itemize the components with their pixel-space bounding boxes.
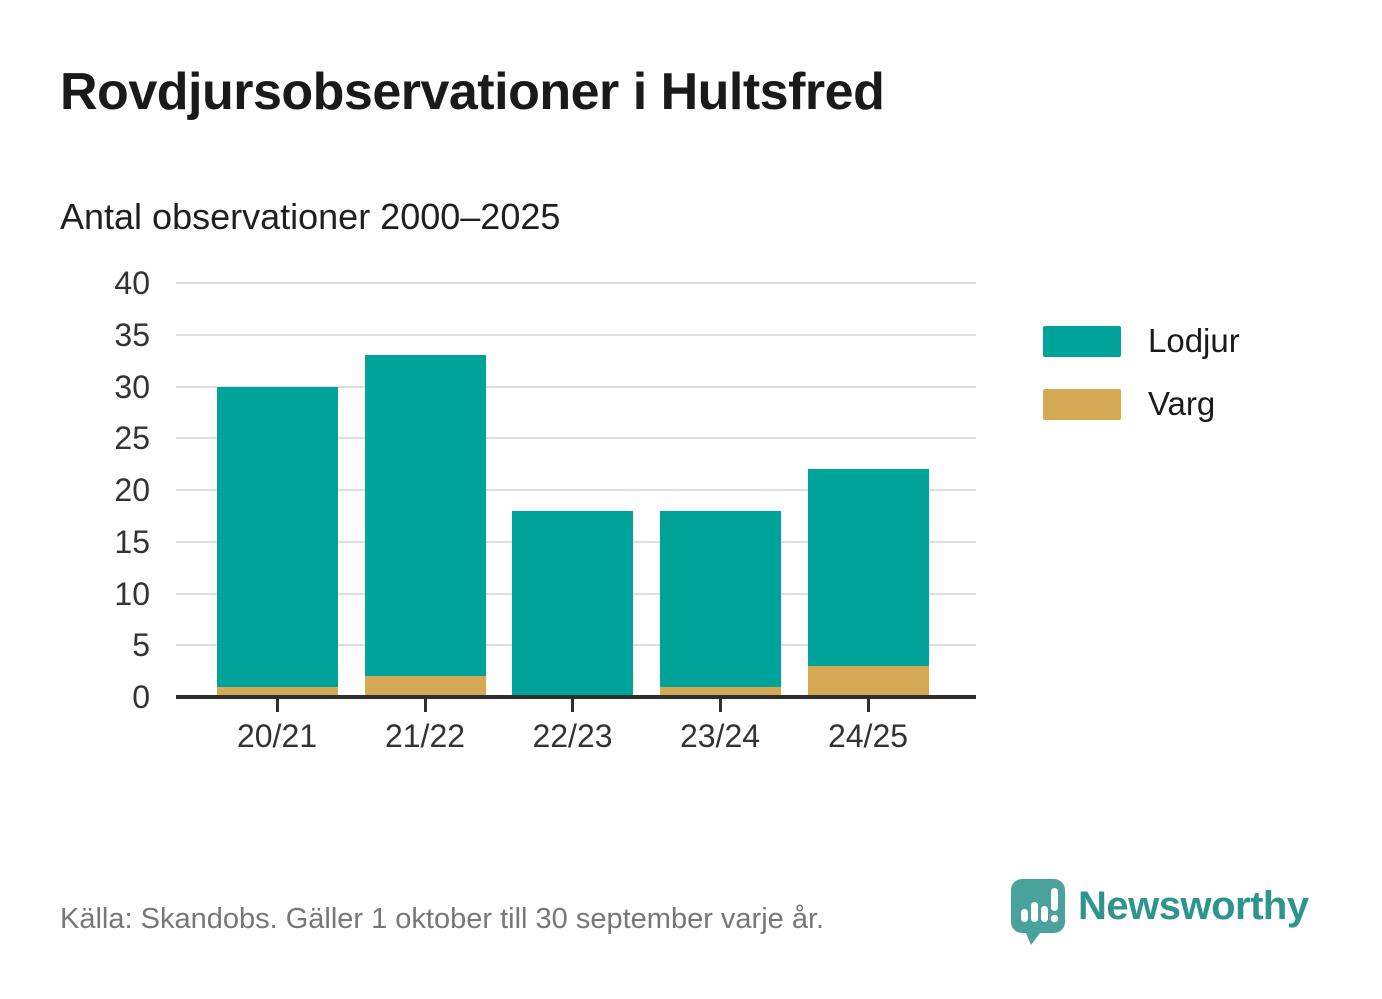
legend-swatch-varg	[1043, 388, 1121, 420]
bar-21-22-lodjur	[364, 355, 486, 677]
y-axis-label-20: 20	[114, 472, 150, 508]
legend-label-varg: Varg	[1148, 385, 1216, 422]
x-axis-label-21-22: 21/22	[384, 718, 466, 754]
bar-23-24-varg	[659, 686, 781, 697]
bar-24-25-lodjur	[807, 469, 929, 666]
legend-item-lodjur: Lodjur	[1043, 322, 1240, 360]
bar-23-24-lodjur	[659, 510, 781, 687]
bar-21-22-varg	[364, 676, 486, 697]
x-tick-21-22	[423, 699, 427, 712]
gridline-35	[176, 333, 976, 336]
y-axis-label-35: 35	[114, 316, 150, 353]
chart-subtitle: Antal observationer 2000–2025	[60, 196, 561, 237]
newsworthy-wordmark: Newsworthy	[1078, 884, 1309, 928]
x-tick-23-24	[718, 699, 722, 712]
x-axis-label-20-21: 20/21	[236, 718, 318, 754]
x-axis-label-23-24: 23/24	[679, 718, 761, 754]
x-tick-24-25	[866, 699, 870, 712]
y-axis-label-10: 10	[114, 575, 150, 612]
newsworthy-logo: Newsworthy	[1010, 878, 1309, 946]
x-tick-22-23	[571, 699, 574, 712]
x-axis-label-24-25: 24/25	[827, 718, 909, 754]
gridline-30	[176, 385, 976, 388]
legend-swatch-lodjur	[1043, 325, 1121, 357]
gridline-25	[176, 437, 976, 440]
x-tick-20-21	[275, 699, 279, 712]
legend-label-lodjur: Lodjur	[1148, 322, 1240, 359]
bar-20-21-lodjur	[216, 386, 338, 687]
source-note: Källa: Skandobs. Gäller 1 oktober till 3…	[60, 903, 825, 935]
legend: Lodjur Varg	[1043, 322, 1240, 423]
y-axis-label-30: 30	[114, 368, 150, 405]
y-axis-label-5: 5	[132, 627, 150, 664]
y-axis-label-15: 15	[114, 523, 150, 560]
bar-20-21-varg	[216, 686, 338, 697]
y-axis-label-25: 25	[114, 420, 150, 457]
y-axis-label-0: 0	[132, 679, 150, 715]
x-axis-baseline	[176, 695, 976, 699]
newsworthy-bubble-chart-icon	[1011, 879, 1065, 945]
legend-item-varg: Varg	[1043, 385, 1240, 423]
gridline-40	[176, 282, 976, 284]
chart-title: Rovdjursobservationer i Hultsfred	[60, 63, 885, 121]
bar-24-25-varg	[807, 665, 929, 697]
x-axis-label-22-23: 22/23	[532, 718, 613, 754]
bar-22-23-lodjur	[512, 510, 633, 697]
gridline-20	[176, 489, 976, 491]
y-axis-label-40: 40	[114, 265, 150, 301]
